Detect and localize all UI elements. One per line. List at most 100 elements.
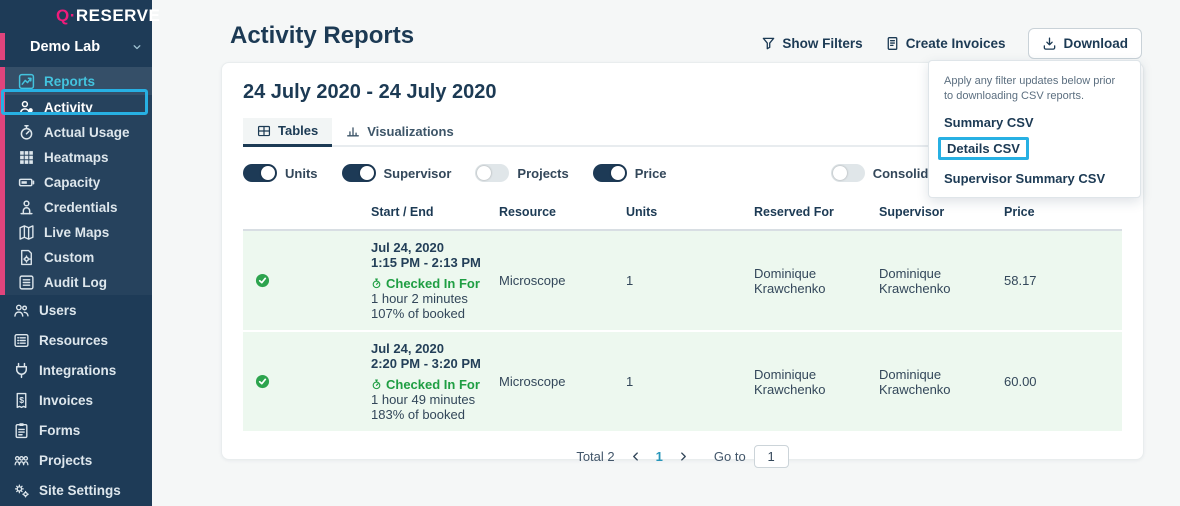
toggle-supervisor: Supervisor	[341, 164, 452, 182]
battery-icon	[18, 178, 35, 187]
workspace-selector[interactable]: Demo Lab	[0, 33, 152, 60]
menu-item-supervisor-summary-csv[interactable]: Supervisor Summary CSV	[944, 171, 1106, 186]
prev-page-icon[interactable]	[630, 451, 641, 462]
sidebar-item-label: Live Maps	[44, 225, 110, 240]
qreserve-logo: Q·RESERVE	[0, 0, 160, 26]
sidebar-item-live-maps[interactable]: Live Maps	[5, 220, 152, 245]
sidebar-item-actual-usage[interactable]: Actual Usage	[5, 120, 152, 145]
sidebar-item-site-settings[interactable]: Site Settings	[0, 475, 152, 505]
create-invoices-button[interactable]: Create Invoices	[885, 36, 1006, 51]
clipboard-icon	[15, 422, 28, 438]
pagination-total: Total 2	[576, 449, 615, 464]
sidebar-item-label: Activity	[44, 100, 93, 115]
goto-page-input[interactable]	[753, 445, 789, 468]
sidebar-item-integrations[interactable]: Integrations	[0, 355, 152, 385]
table-row: Jul 24, 2020 1:15 PM - 2:13 PM Checked I…	[243, 230, 1122, 332]
reserved-for-cell: Dominique Krawchenko	[754, 230, 879, 332]
invoice-icon: $	[16, 392, 27, 408]
chart-line-icon	[18, 73, 35, 89]
sidebar-item-activity[interactable]: Activity	[5, 95, 152, 120]
sidebar-item-label: Integrations	[39, 362, 117, 378]
sidebar-item-projects[interactable]: Projects	[0, 445, 152, 475]
sidebar-item-label: Resources	[39, 332, 109, 348]
sidebar-item-heatmaps[interactable]: Heatmaps	[5, 145, 152, 170]
gears-icon	[14, 483, 29, 498]
units-switch[interactable]	[243, 164, 277, 182]
next-page-icon[interactable]	[678, 451, 689, 462]
sidebar-item-label: Projects	[39, 452, 93, 468]
supervisor-cell: Dominique Krawchenko	[879, 230, 1004, 332]
checkin-status: Checked In For	[371, 377, 495, 392]
stopwatch-icon	[372, 278, 381, 289]
sidebar-item-capacity[interactable]: Capacity	[5, 170, 152, 195]
sidebar-item-label: Site Settings	[39, 482, 121, 498]
activity-report-card: 24 July 2020 - 24 July 2020 Tables Visua…	[221, 62, 1144, 468]
status-cell	[243, 230, 371, 332]
goto-label: Go to	[713, 449, 746, 464]
sidebar-item-label: Capacity	[44, 175, 101, 190]
toggle-label: Projects	[517, 165, 569, 181]
consolidate-switch[interactable]	[830, 164, 865, 182]
reserved-for-cell: Dominique Krawchenko	[754, 331, 879, 433]
sidebar: Q·RESERVE Demo Lab Reports Activity Actu…	[0, 0, 160, 506]
logo-text: RESERVE	[75, 6, 161, 25]
projects-switch[interactable]	[475, 164, 510, 182]
checkin-percent: 107% of booked	[371, 306, 465, 321]
price-cell: 60.00	[1004, 331, 1122, 433]
menu-item-details-csv[interactable]: Details CSV	[938, 137, 1029, 160]
resource-cell: Microscope	[499, 230, 626, 332]
start-end-cell: Jul 24, 2020 1:15 PM - 2:13 PM Checked I…	[371, 230, 499, 332]
resource-list-icon	[14, 333, 29, 347]
toggle-label: Supervisor	[383, 165, 452, 181]
show-filters-button[interactable]: Show Filters	[761, 36, 863, 51]
page-number[interactable]: 1	[655, 449, 663, 464]
tab-visualizations[interactable]: Visualizations	[332, 118, 467, 145]
checkin-duration: 1 hour 49 minutes	[371, 392, 476, 407]
sidebar-item-users[interactable]: Users	[0, 295, 152, 325]
sidebar-item-label: Credentials	[44, 200, 118, 215]
menu-item-summary-csv[interactable]: Summary CSV	[944, 115, 1034, 130]
sidebar-item-label: Reports	[44, 73, 96, 89]
show-filters-label: Show Filters	[782, 36, 863, 51]
booking-date: Jul 24, 2020	[371, 341, 444, 356]
pagination: Total 2 1 Go to	[243, 445, 1122, 468]
supervisor-switch[interactable]	[341, 164, 376, 182]
toggle-label: Price	[634, 165, 667, 181]
resource-cell: Microscope	[499, 331, 626, 433]
checkin-duration: 1 hour 2 minutes	[371, 291, 468, 306]
sidebar-item-resources[interactable]: Resources	[0, 325, 152, 355]
price-switch[interactable]	[592, 164, 627, 182]
sidebar-item-audit-log[interactable]: Audit Log	[5, 270, 152, 295]
col-status	[243, 199, 371, 231]
sidebar-item-label: Users	[39, 302, 77, 318]
list-icon	[19, 275, 34, 290]
checkin-status: Checked In For	[371, 276, 495, 291]
sidebar-item-label: Invoices	[39, 392, 94, 408]
price-cell: 58.17	[1004, 230, 1122, 332]
workspace-name: Demo Lab	[30, 38, 101, 55]
table-icon	[257, 125, 271, 136]
users-icon	[14, 304, 29, 317]
sidebar-item-custom[interactable]: Custom	[5, 245, 152, 270]
sidebar-item-invoices[interactable]: $ Invoices	[0, 385, 152, 415]
sidebar-item-credentials[interactable]: Credentials	[5, 195, 152, 220]
col-reserved-for: Reserved For	[754, 199, 879, 231]
toggle-label: Units	[285, 165, 318, 181]
sidebar-item-label: Heatmaps	[44, 150, 109, 165]
tab-tables[interactable]: Tables	[243, 118, 333, 147]
check-circle-icon	[255, 273, 270, 288]
download-menu-note: Apply any filter updates below prior to …	[944, 75, 1116, 102]
download-button[interactable]: Download	[1027, 28, 1142, 59]
user-activity-icon	[19, 100, 33, 115]
sidebar-item-label: Actual Usage	[44, 125, 130, 140]
grid-icon	[20, 151, 33, 164]
stopwatch-icon	[372, 379, 381, 390]
booking-date: Jul 24, 2020	[371, 240, 444, 255]
download-label: Download	[1063, 36, 1129, 51]
sidebar-item-reports[interactable]: Reports	[5, 67, 152, 95]
booking-time: 1:15 PM - 2:13 PM	[371, 255, 481, 270]
supervisor-cell: Dominique Krawchenko	[879, 331, 1004, 433]
sidebar-item-forms[interactable]: Forms	[0, 415, 152, 445]
sidebar-item-label: Forms	[39, 422, 81, 438]
col-supervisor: Supervisor	[879, 199, 1004, 231]
